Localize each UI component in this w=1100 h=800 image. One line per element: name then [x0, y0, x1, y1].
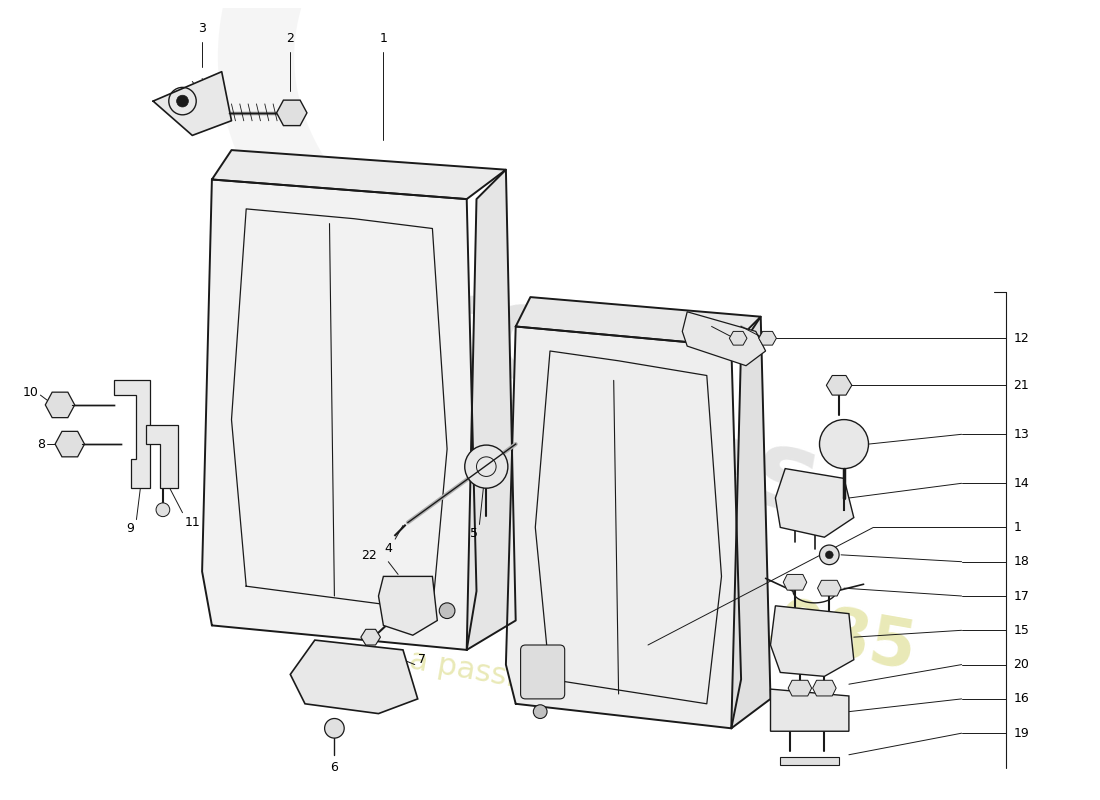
- Circle shape: [324, 718, 344, 738]
- Text: 19: 19: [1013, 726, 1030, 740]
- Circle shape: [820, 545, 839, 565]
- Polygon shape: [759, 331, 777, 345]
- Polygon shape: [146, 425, 177, 488]
- Polygon shape: [682, 312, 766, 366]
- Text: 11: 11: [185, 516, 200, 529]
- Text: 12: 12: [1013, 332, 1030, 345]
- Text: 22: 22: [361, 549, 376, 562]
- Polygon shape: [788, 680, 812, 696]
- Polygon shape: [826, 375, 851, 395]
- Polygon shape: [770, 689, 849, 731]
- Text: 9: 9: [126, 522, 134, 535]
- Text: 8: 8: [37, 438, 45, 450]
- Polygon shape: [45, 392, 75, 418]
- Text: 15: 15: [1013, 624, 1030, 637]
- Circle shape: [177, 95, 188, 107]
- Text: 7: 7: [418, 653, 426, 666]
- Text: 2: 2: [286, 32, 294, 46]
- Text: spares: spares: [409, 362, 828, 537]
- Text: 18: 18: [1013, 555, 1030, 568]
- Text: 17: 17: [1013, 590, 1030, 602]
- Circle shape: [464, 445, 508, 488]
- Polygon shape: [506, 326, 741, 728]
- Circle shape: [534, 705, 547, 718]
- Polygon shape: [361, 630, 381, 645]
- Circle shape: [820, 419, 869, 469]
- Polygon shape: [729, 331, 747, 345]
- Text: 20: 20: [1013, 658, 1030, 671]
- Text: 6: 6: [330, 761, 339, 774]
- Polygon shape: [466, 170, 516, 650]
- Polygon shape: [378, 576, 438, 635]
- Polygon shape: [780, 757, 839, 765]
- Text: 21: 21: [1013, 378, 1030, 392]
- Polygon shape: [114, 380, 151, 488]
- Text: 10: 10: [23, 386, 38, 398]
- Polygon shape: [212, 150, 506, 199]
- FancyBboxPatch shape: [520, 645, 564, 699]
- Polygon shape: [813, 680, 836, 696]
- Text: 13: 13: [1013, 428, 1030, 441]
- Circle shape: [825, 551, 833, 558]
- Polygon shape: [290, 640, 418, 714]
- Polygon shape: [783, 574, 806, 590]
- Text: a passion for parts: a passion for parts: [407, 645, 693, 723]
- Text: 5: 5: [470, 527, 477, 541]
- Circle shape: [156, 503, 169, 517]
- Polygon shape: [276, 100, 307, 126]
- Text: 1: 1: [379, 32, 387, 46]
- Text: 3: 3: [198, 22, 206, 35]
- Text: euro: euro: [224, 230, 581, 414]
- Text: 1: 1: [1013, 521, 1022, 534]
- Polygon shape: [153, 72, 231, 135]
- Polygon shape: [55, 431, 85, 457]
- Polygon shape: [732, 317, 770, 728]
- Polygon shape: [776, 469, 854, 538]
- Text: since 1985: since 1985: [513, 548, 921, 683]
- Polygon shape: [770, 606, 854, 676]
- Polygon shape: [202, 179, 476, 650]
- Text: 14: 14: [1013, 477, 1030, 490]
- Text: 4: 4: [384, 542, 393, 555]
- Text: 16: 16: [1013, 692, 1030, 706]
- Circle shape: [439, 603, 455, 618]
- Polygon shape: [516, 297, 761, 346]
- Polygon shape: [817, 580, 842, 596]
